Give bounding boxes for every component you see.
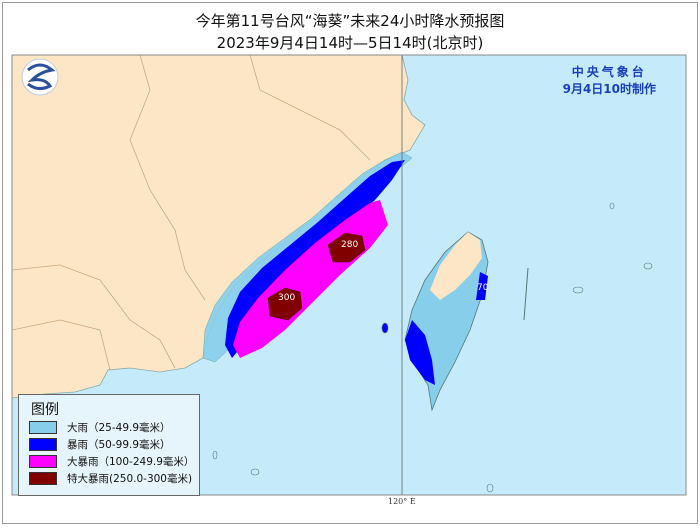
legend-label: 特大暴雨(250.0-300毫米) — [67, 473, 193, 485]
legend-label: 大暴雨（100-249.9毫米） — [67, 456, 195, 468]
taiwan-rain-west — [405, 320, 435, 385]
legend: 图例 大雨（25-49.9毫米） 暴雨（50-99.9毫米） 大暴雨（100-2… — [18, 394, 200, 496]
legend-swatch — [29, 438, 57, 451]
legend-swatch — [29, 421, 57, 434]
cma-logo-icon — [21, 58, 59, 96]
legend-title: 图例 — [31, 402, 59, 418]
small-islands — [212, 202, 653, 493]
legend-label: 暴雨（50-99.9毫米） — [67, 439, 171, 451]
rain-extreme-2 — [267, 287, 303, 321]
taiwan-rain-east — [476, 272, 488, 300]
legend-item: 大雨（25-49.9毫米） — [29, 419, 199, 436]
province-borders — [12, 55, 371, 371]
taiwan-label-70: 70 — [477, 283, 489, 293]
agency-name: 中央气象台 — [571, 65, 647, 79]
legend-item: 暴雨（50-99.9毫米） — [29, 436, 199, 453]
legend-label: 大雨（25-49.9毫米） — [67, 422, 171, 434]
agency-stamp: 中央气象台 9月4日10时制作 — [563, 64, 656, 98]
rain-extreme-1 — [327, 232, 366, 263]
map-subtitle: 2023年9月4日14时—5日14时(北京时) — [216, 34, 484, 52]
legend-item: 特大暴雨(250.0-300毫米) — [29, 470, 199, 487]
taiwan-north-land — [430, 232, 482, 300]
map-title: 今年第11号台风“海葵”未来24小时降水预报图 — [195, 12, 505, 30]
legend-swatch — [29, 472, 57, 485]
legend-swatch — [29, 455, 57, 468]
max-label-300: 300 — [278, 293, 295, 303]
rain-rainstorm — [225, 160, 405, 358]
reef — [523, 267, 529, 321]
legend-item: 大暴雨（100-249.9毫米） — [29, 453, 199, 470]
max-label-280: 280 — [341, 240, 358, 250]
issue-time: 9月4日10时制作 — [562, 82, 656, 96]
longitude-label: 120° E — [388, 497, 416, 506]
